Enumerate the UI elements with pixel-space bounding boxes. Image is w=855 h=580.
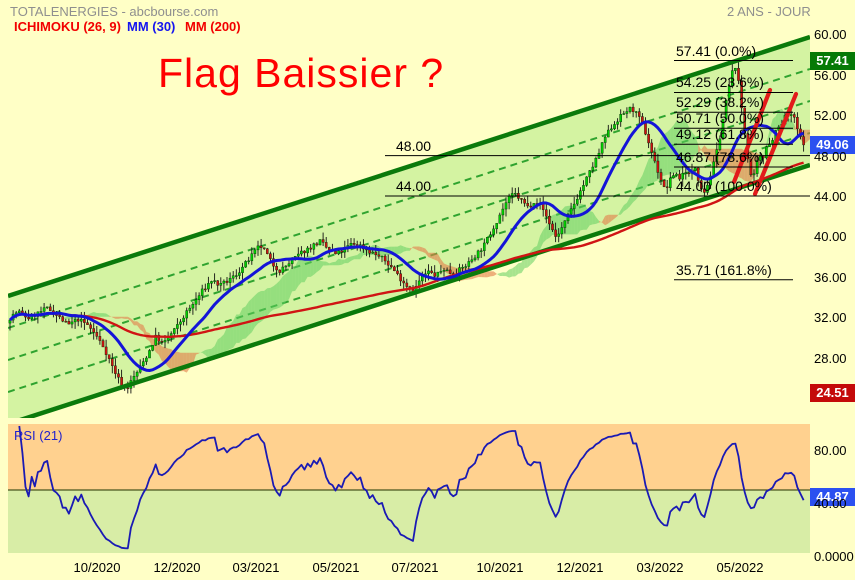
ichimoku-cloud — [50, 108, 810, 373]
fibonacci-level-label: 57.41 (0.0%) — [676, 42, 757, 59]
channel-lower-line — [19, 162, 810, 418]
rsi-axis-tick: 80.00 — [814, 443, 847, 459]
instrument-title: TOTALENERGIES - abcbourse.com — [10, 4, 219, 19]
rsi-value-badge: 44.87 — [810, 487, 855, 506]
fibonacci-level-label: 49.12 (61.8%) — [676, 126, 764, 143]
price-axis-tick: 28.00 — [814, 350, 847, 366]
price-badge-low: 24.51 — [810, 383, 855, 402]
horizontal-level-label: 44.00 — [396, 178, 432, 194]
price-badge-last: 49.06 — [810, 135, 855, 154]
fibonacci-level-label: 50.71 (50.0%) — [676, 110, 764, 127]
date-axis-tick: 05/2021 — [312, 560, 360, 575]
fibonacci-level-label: 46.87 (78.6%) — [676, 149, 764, 165]
rsi-axis-tick: 0.0000 — [814, 549, 854, 564]
legend-mm30: MM (30) — [127, 19, 176, 34]
legend-mm200: MM (200) — [185, 19, 241, 34]
annotation-flag-baissier: Flag Baissier ? — [158, 50, 445, 96]
price-panel — [8, 34, 810, 418]
price-axis-tick: 40.00 — [814, 229, 847, 245]
fibonacci-level-label: 35.71 (161.8%) — [676, 261, 772, 278]
rsi-indicator-label: RSI (21) — [14, 428, 63, 443]
date-axis-tick: 10/2021 — [476, 560, 524, 575]
channel-upper-line — [8, 34, 810, 299]
horizontal-level-label: 48.00 — [396, 137, 432, 154]
rsi-panel — [8, 424, 810, 553]
legend-ichimoku: ICHIMOKU (26, 9) — [14, 19, 121, 34]
price-axis-tick: 56.00 — [814, 67, 847, 83]
price-axis-tick: 44.00 — [814, 189, 847, 204]
price-axis-tick: 48.00 — [814, 148, 847, 164]
date-axis-tick: 12/2020 — [153, 560, 201, 575]
mm30-line — [8, 120, 805, 372]
price-axis-tick: 60.00 — [814, 27, 847, 43]
date-axis-tick: 07/2021 — [391, 560, 439, 575]
price-axis-tick: 36.00 — [814, 269, 847, 285]
price-badge-high: 57.41 — [810, 51, 855, 70]
mm200-line — [9, 161, 804, 338]
rsi-axis-tick: 40.00 — [814, 496, 847, 512]
fibonacci-level-label: 52.29 (38.2%) — [676, 94, 764, 111]
fibonacci-level-label: 44.00 (100.0%) — [676, 178, 772, 194]
date-axis-tick: 03/2022 — [636, 560, 684, 575]
price-axis-tick: 52.00 — [814, 108, 847, 124]
fibonacci-level-label: 54.25 (23.6%) — [676, 74, 764, 91]
date-axis-tick: 10/2020 — [73, 560, 121, 575]
level-lines — [385, 60, 810, 281]
date-axis-tick: 03/2021 — [232, 560, 280, 575]
rsi-line — [18, 425, 805, 550]
date-axis-tick: 12/2021 — [556, 560, 604, 575]
price-axis-tick: 32.00 — [814, 310, 847, 326]
date-axis-tick: 05/2022 — [716, 560, 764, 575]
timeframe-label: 2 ANS - JOUR — [727, 4, 811, 19]
